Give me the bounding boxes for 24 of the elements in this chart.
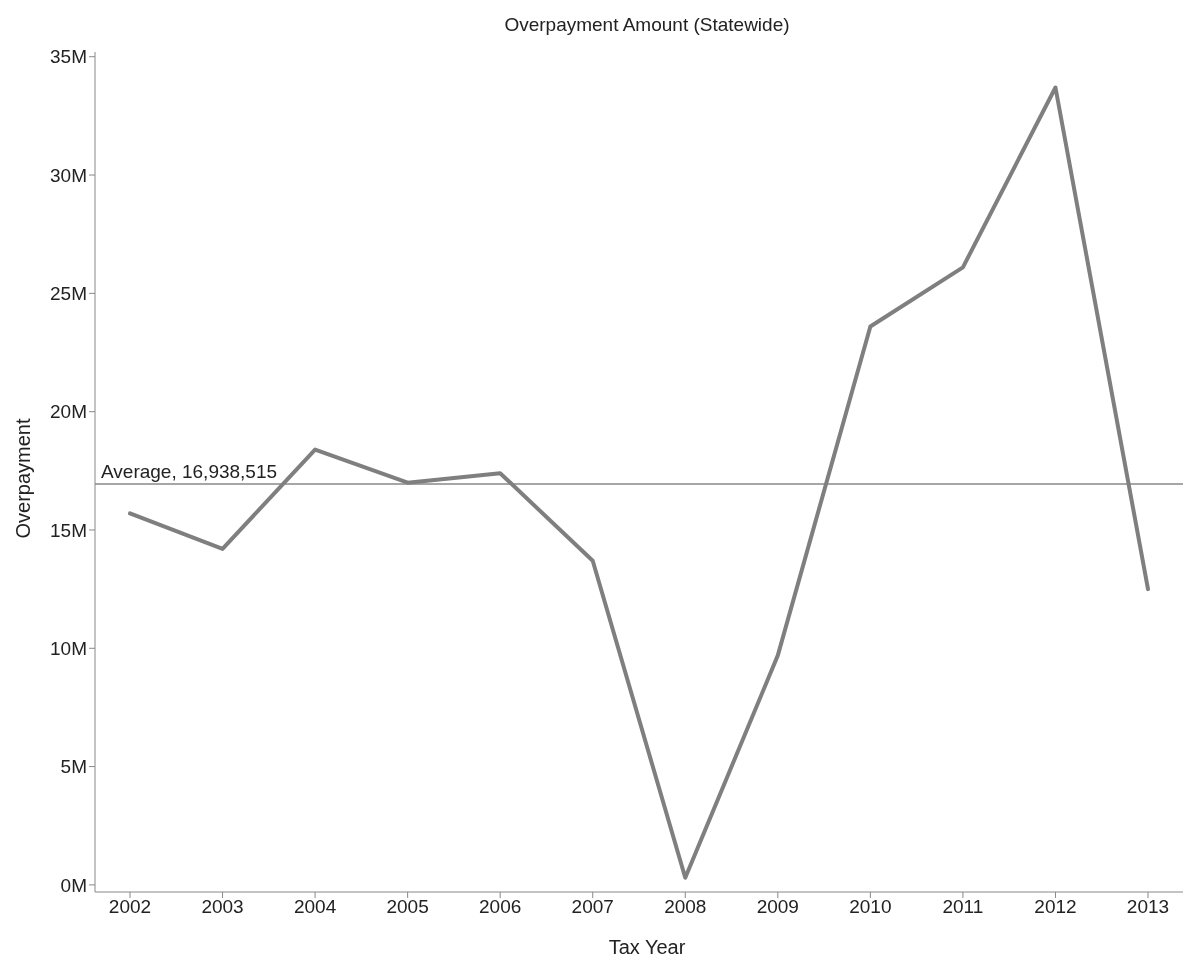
x-tick-label: 2011 bbox=[942, 896, 984, 918]
ref-line-label: Average, 16,938,515 bbox=[101, 461, 278, 483]
x-tick-label: 2012 bbox=[1034, 896, 1077, 918]
x-tick-label: 2005 bbox=[386, 896, 429, 918]
x-tick-label: 2004 bbox=[293, 896, 337, 918]
x-tick-label: 2013 bbox=[1126, 896, 1170, 918]
x-tick-label: 2007 bbox=[571, 896, 614, 918]
x-tick-label: 2006 bbox=[479, 896, 522, 918]
chart-title: Overpayment Amount (Statewide) bbox=[503, 14, 791, 36]
y-tick-label: 30M bbox=[50, 164, 87, 186]
y-tick-label: 35M bbox=[50, 46, 87, 68]
y-tick-label: 0M bbox=[60, 874, 87, 896]
x-tick-label: 2002 bbox=[108, 896, 152, 918]
x-tick-label: 2008 bbox=[664, 896, 707, 918]
x-tick-label: 2009 bbox=[756, 896, 799, 918]
y-tick-label: 25M bbox=[50, 283, 87, 305]
x-tick-label: 2003 bbox=[201, 896, 244, 918]
y-tick-label: 20M bbox=[50, 401, 87, 423]
y-axis-title: Overpayment bbox=[11, 417, 35, 539]
y-tick-label: 15M bbox=[50, 519, 87, 541]
y-tick-label: 10M bbox=[50, 638, 87, 660]
x-tick-label: 2010 bbox=[849, 896, 892, 918]
y-tick-label: 5M bbox=[60, 756, 87, 778]
x-axis-title: Tax Year bbox=[607, 936, 687, 959]
